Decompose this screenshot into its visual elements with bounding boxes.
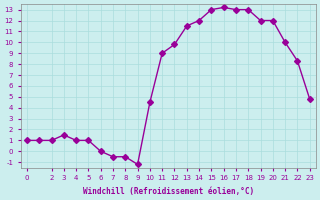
X-axis label: Windchill (Refroidissement éolien,°C): Windchill (Refroidissement éolien,°C) [83, 187, 254, 196]
